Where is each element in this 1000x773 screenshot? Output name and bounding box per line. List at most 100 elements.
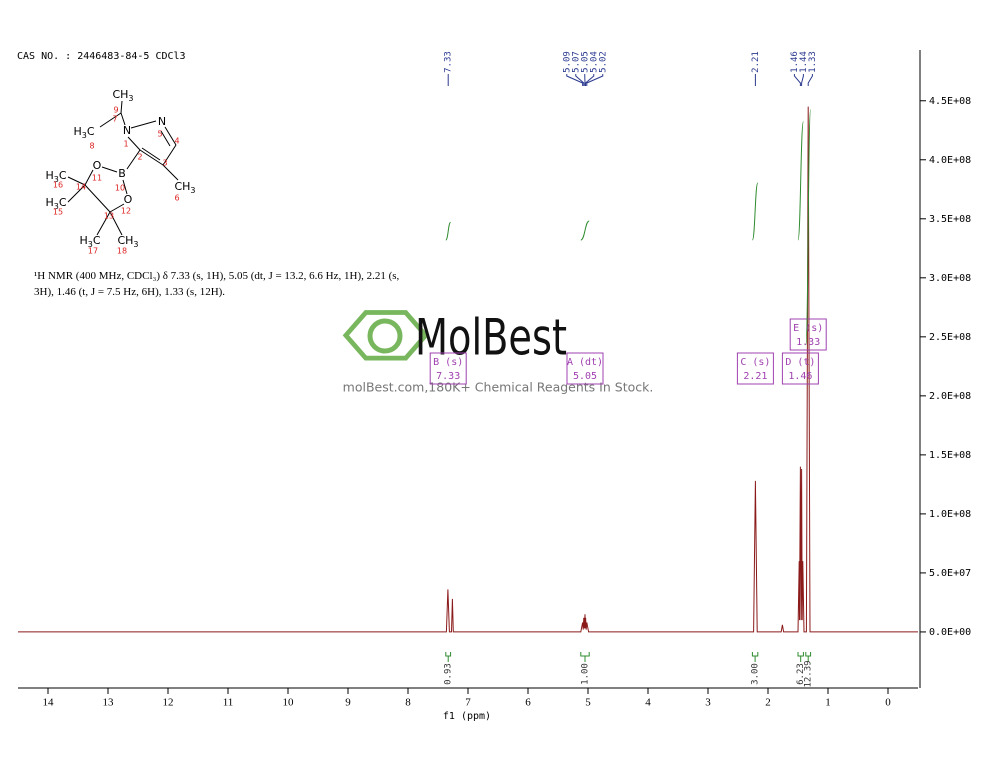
peak-label: 5.07 [571, 51, 581, 73]
atom-text: N [158, 115, 166, 128]
integral-curve [797, 121, 804, 241]
x-tick-label: 14 [43, 697, 55, 709]
multiplet-box [789, 318, 827, 351]
atom-locant: 1 [123, 140, 128, 149]
x-tick-label: 7 [465, 697, 471, 709]
x-tick-label: 9 [345, 697, 351, 709]
atom-text: H [45, 196, 53, 209]
integral-bracket [797, 652, 804, 662]
atom-label: CH3 [117, 234, 138, 249]
y-tick-label: 4.5E+08 [929, 96, 971, 107]
atom-locant: 3 [162, 159, 167, 168]
integral-curve [751, 182, 759, 241]
atom-locant: 10 [115, 184, 125, 193]
x-tick-label: 2 [765, 697, 771, 709]
atom-label: O [93, 159, 102, 172]
watermark-logo [342, 310, 429, 361]
atom-text: H [45, 169, 53, 182]
atom-text: H [79, 234, 87, 247]
atom-text: 3 [128, 94, 133, 103]
multiplet-shift: 5.05 [573, 371, 597, 382]
peak-label-leader [807, 74, 813, 86]
integral-curve [580, 220, 590, 241]
atom-locant: 9 [113, 106, 118, 115]
atom-locant: 5 [157, 130, 162, 139]
atom-text: CH [174, 180, 190, 193]
x-tick-label: 11 [223, 697, 234, 709]
multiplet-name: E (s) [793, 323, 823, 334]
atom-label: H3C [45, 196, 66, 211]
atom-text: H [73, 125, 81, 138]
atom-label: N [123, 124, 131, 137]
atom-locant: 4 [174, 137, 179, 146]
atom-text: C [59, 196, 67, 209]
x-tick-label: 8 [405, 697, 411, 709]
watermark-brand: MolBest [415, 309, 567, 367]
multiplet-shift: 1.46 [788, 371, 812, 382]
atom-label: H3C [45, 169, 66, 184]
y-tick-label: 2.5E+08 [929, 332, 971, 343]
atom-text: 3 [82, 131, 87, 140]
multiplet-name: A (dt) [567, 357, 603, 368]
atom-label: O [124, 193, 133, 206]
atom-text: 3 [133, 240, 138, 249]
peak-label: 5.02 [598, 51, 608, 73]
atom-label: CH3 [174, 180, 195, 195]
x-tick-label: 4 [645, 697, 651, 709]
integral-label: 12.39 [804, 660, 814, 687]
atom-locant: 11 [92, 174, 102, 183]
y-tick-label: 1.0E+08 [929, 509, 971, 520]
integral-label: 0.93 [444, 663, 454, 685]
multiplet-box [566, 352, 604, 385]
atom-text: C [59, 169, 67, 182]
atom-locant: 2 [137, 153, 142, 162]
atom-text: CH [117, 234, 133, 247]
atom-text: C [93, 234, 101, 247]
atom-label: H3C [73, 125, 94, 140]
spectrum-line [18, 106, 918, 633]
peak-label: 1.33 [808, 51, 818, 73]
atom-text: 3 [190, 186, 195, 195]
atom-text: 3 [88, 240, 93, 249]
x-axis-label: f1 (ppm) [443, 711, 491, 722]
peak-label-leader [586, 74, 604, 86]
peak-label: 5.05 [580, 51, 590, 73]
peak-label: 7.33 [444, 51, 454, 73]
atom-text: CH [112, 88, 128, 101]
peak-label-leader [801, 74, 804, 86]
x-tick-label: 1 [825, 697, 831, 709]
peak-label-leader [793, 74, 801, 86]
integral-bracket [751, 652, 759, 662]
integral-label: 1.00 [581, 663, 591, 685]
y-tick-label: 3.0E+08 [929, 273, 971, 284]
y-tick-label: 0.0E+00 [929, 627, 971, 638]
multiplet-name: B (s) [433, 357, 463, 368]
integral-bracket [805, 652, 812, 662]
multiplet-name: D (t) [785, 357, 815, 368]
integral-label: 6.23 [796, 663, 806, 685]
peak-label-leader [566, 74, 584, 86]
atom-text: N [123, 124, 131, 137]
multiplet-box [429, 352, 467, 385]
x-tick-label: 0 [885, 697, 891, 709]
y-tick-label: 4.0E+08 [929, 155, 971, 166]
atom-locant: 7 [112, 115, 117, 124]
atom-label: N [158, 115, 166, 128]
atom-text: 3 [54, 202, 59, 211]
peak-label-leader [585, 74, 595, 86]
integral-curve [445, 221, 452, 241]
peak-label: 2.21 [751, 51, 761, 73]
x-tick-label: 3 [705, 697, 711, 709]
atom-label: B [118, 167, 126, 180]
y-tick-label: 1.5E+08 [929, 450, 971, 461]
atom-locant: 17 [88, 247, 98, 256]
structure-bonds [67, 100, 179, 236]
atom-locant: 12 [121, 207, 131, 216]
peak-label: 5.09 [562, 51, 572, 73]
integral-label: 3.00 [751, 663, 761, 685]
multiplet-shift: 2.21 [743, 371, 767, 382]
integral-bracket [445, 652, 452, 662]
peak-label: 1.46 [790, 51, 800, 73]
integral-curve [805, 109, 812, 346]
